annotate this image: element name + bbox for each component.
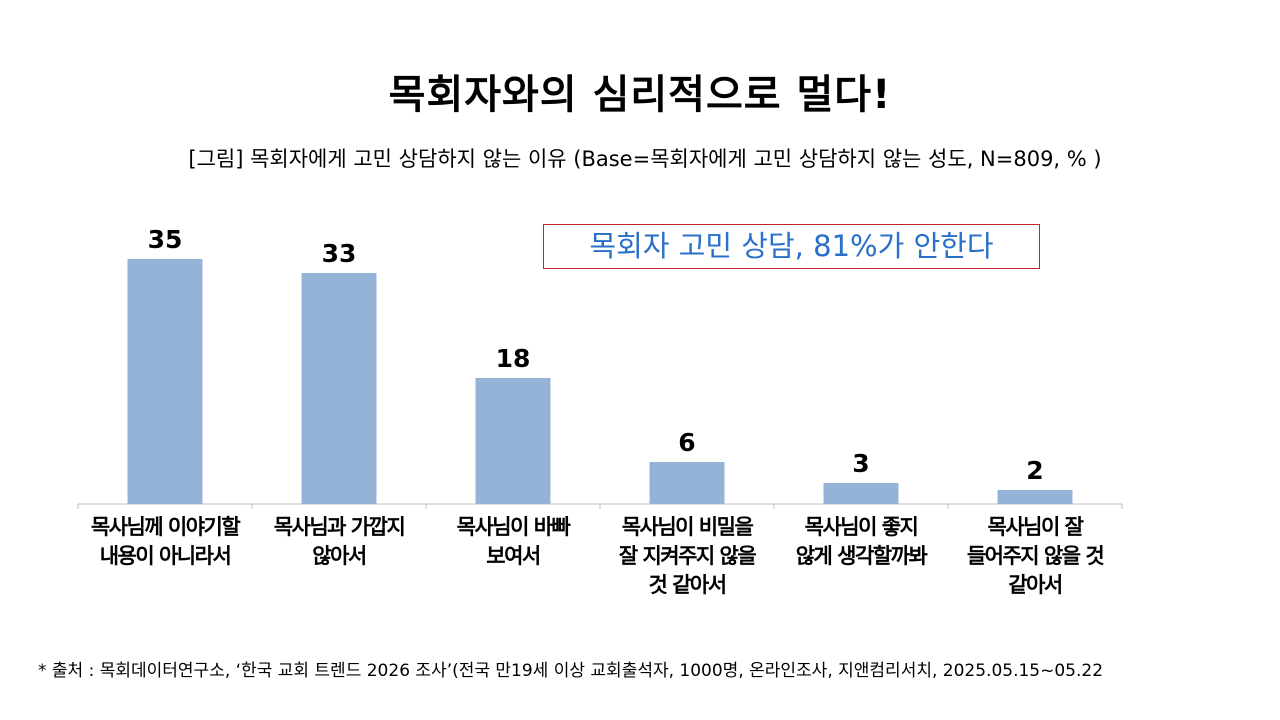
x-tick-label: 목사님이 잘 들어주지 않을 것 같아서	[967, 515, 1105, 597]
chart-title: 목회자와의 심리적으로 멀다!	[388, 72, 892, 118]
bar	[475, 378, 551, 504]
bar	[301, 273, 377, 504]
callout-box: 목회자 고민 상담, 81%가 안한다	[543, 224, 1040, 269]
x-tick-label: 목사님이 바빠 보여서	[457, 515, 572, 568]
bar-value-label: 3	[852, 449, 869, 478]
chart-subtitle: [그림] 목회자에게 고민 상담하지 않는 이유 (Base=목회자에게 고민 …	[188, 147, 1102, 171]
bar-value-label: 6	[678, 428, 695, 457]
bar-value-label: 2	[1026, 456, 1043, 485]
bar	[823, 483, 899, 504]
bar	[649, 462, 725, 504]
bar-chart: 35 목사님께 이야기할 내용이 아니라서 33 목사님과 가깝지 않아서 18 목사님이 바…	[77, 225, 1123, 597]
bar-value-label: 18	[496, 344, 531, 373]
x-tick-label: 목사님이 좋지 않게 생각할까봐	[796, 515, 929, 568]
bar-value-label: 33	[322, 239, 357, 268]
bar	[127, 259, 203, 504]
bar	[997, 490, 1073, 504]
x-tick-label: 목사님과 가깝지 않아서	[274, 515, 405, 568]
x-tick-label: 목사님이 비밀을 잘 지켜주지 않을 것 같아서	[619, 515, 757, 597]
bar-value-label: 35	[148, 225, 183, 254]
x-tick-label: 목사님께 이야기할 내용이 아니라서	[91, 515, 241, 568]
footnote: * 출처 : 목회데이터연구소, ‘한국 교회 트렌드 2026 조사’(전국 …	[38, 661, 1104, 681]
